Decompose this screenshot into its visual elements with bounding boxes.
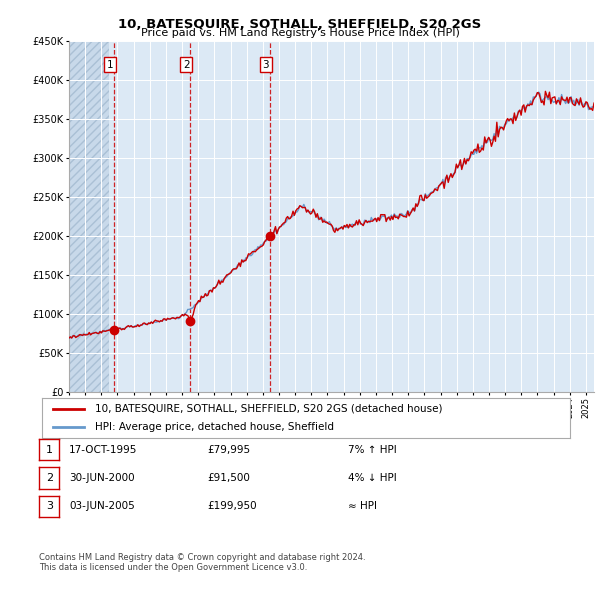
Text: 2: 2: [183, 60, 190, 70]
Text: 30-JUN-2000: 30-JUN-2000: [69, 473, 134, 483]
Text: 17-OCT-1995: 17-OCT-1995: [69, 445, 137, 454]
Text: 1: 1: [107, 60, 113, 70]
Text: Price paid vs. HM Land Registry's House Price Index (HPI): Price paid vs. HM Land Registry's House …: [140, 28, 460, 38]
Text: 3: 3: [46, 502, 53, 511]
Text: 10, BATESQUIRE, SOTHALL, SHEFFIELD, S20 2GS: 10, BATESQUIRE, SOTHALL, SHEFFIELD, S20 …: [118, 18, 482, 31]
Text: ≈ HPI: ≈ HPI: [348, 502, 377, 511]
Bar: [69, 41, 109, 392]
Text: £199,950: £199,950: [207, 502, 257, 511]
Text: 2: 2: [46, 473, 53, 483]
Text: 10, BATESQUIRE, SOTHALL, SHEFFIELD, S20 2GS (detached house): 10, BATESQUIRE, SOTHALL, SHEFFIELD, S20 …: [95, 404, 442, 414]
Text: 3: 3: [262, 60, 269, 70]
Text: 1: 1: [46, 445, 53, 454]
Text: 03-JUN-2005: 03-JUN-2005: [69, 502, 135, 511]
Text: £79,995: £79,995: [207, 445, 250, 454]
Text: 4% ↓ HPI: 4% ↓ HPI: [348, 473, 397, 483]
Text: £91,500: £91,500: [207, 473, 250, 483]
Text: This data is licensed under the Open Government Licence v3.0.: This data is licensed under the Open Gov…: [39, 563, 307, 572]
Text: Contains HM Land Registry data © Crown copyright and database right 2024.: Contains HM Land Registry data © Crown c…: [39, 553, 365, 562]
Text: 7% ↑ HPI: 7% ↑ HPI: [348, 445, 397, 454]
Text: HPI: Average price, detached house, Sheffield: HPI: Average price, detached house, Shef…: [95, 421, 334, 431]
